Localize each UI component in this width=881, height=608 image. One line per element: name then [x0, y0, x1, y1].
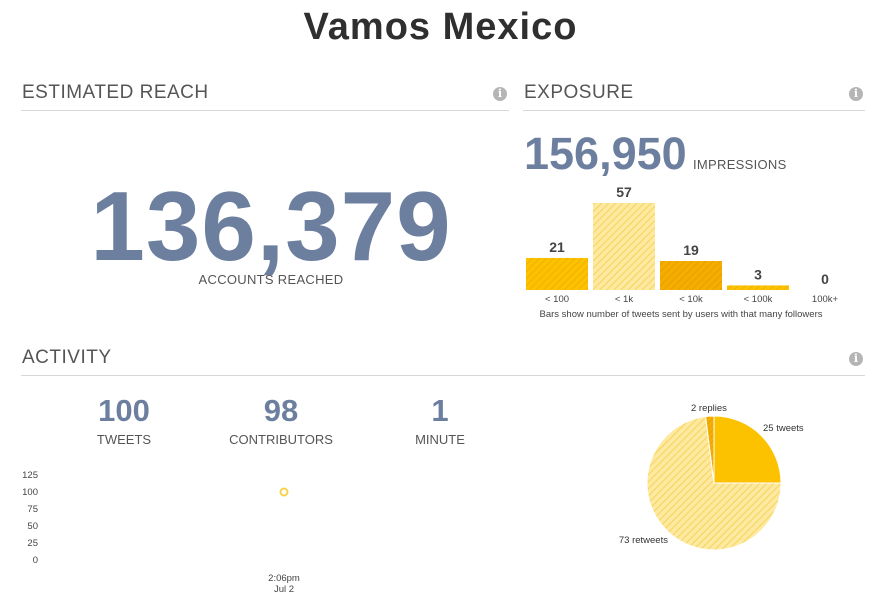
reach-caption: ACCOUNTS REACHED: [198, 272, 344, 287]
page-title: Vamos Mexico: [303, 6, 578, 48]
minutes-label: MINUTE: [415, 432, 465, 447]
y-tick-label: 100: [22, 487, 38, 498]
activity-section-header: ACTIVITY i: [21, 341, 865, 376]
pie-slice-2: [705, 415, 715, 484]
y-tick-label: 0: [33, 555, 38, 566]
bar-2: [660, 261, 722, 290]
exposure-footnote: Bars show number of tweets sent by users…: [539, 309, 822, 320]
exposure-unit: IMPRESSIONS: [693, 157, 787, 172]
y-tick-label: 50: [27, 521, 38, 532]
pie-slice-label: 2 replies: [691, 403, 727, 414]
pie-slice-1: [646, 415, 782, 551]
followers-bar-chart: 21 < 100 57 < 1k 19 < 10k 3 < 100k 0 100k+ Bars s…: [526, 184, 839, 320]
bar-value-label: 3: [754, 266, 762, 282]
bar-category-label: < 1k: [615, 294, 633, 305]
y-tick-label: 125: [22, 470, 38, 481]
info-icon[interactable]: i: [849, 352, 863, 366]
bar-value-label: 0: [821, 271, 829, 287]
tweets-label: TWEETS: [96, 432, 152, 447]
bar-category-label: < 10k: [679, 294, 703, 305]
tweets-count: 100: [98, 393, 150, 428]
contributors-count: 98: [263, 393, 299, 428]
y-tick-label: 25: [27, 538, 38, 549]
info-icon[interactable]: i: [493, 87, 507, 101]
x-tick-label-time: 2:06pm: [268, 573, 300, 584]
reach-section-header: ESTIMATED REACH i: [21, 76, 509, 111]
info-icon[interactable]: i: [849, 87, 863, 101]
reach-heading: ESTIMATED REACH: [22, 82, 209, 103]
activity-heading: ACTIVITY: [22, 347, 112, 368]
pie-slice-label: 25 tweets: [763, 423, 804, 434]
bar-value-label: 21: [549, 239, 565, 255]
data-point[interactable]: [279, 487, 289, 497]
exposure-heading: EXPOSURE: [524, 82, 634, 103]
bar-1: [593, 203, 655, 290]
minutes-count: 1: [431, 393, 449, 428]
contributors-label: CONTRIBUTORS: [229, 432, 333, 447]
exposure-section-header: EXPOSURE i: [523, 76, 865, 111]
exposure-value: 156,950: [524, 128, 687, 179]
bar-0: [526, 257, 588, 290]
y-tick-label: 75: [27, 504, 38, 515]
bar-category-label: < 100k: [744, 294, 773, 305]
reach-value: 136,379: [90, 171, 452, 281]
bar-category-label: 100k+: [812, 294, 839, 305]
x-tick-label-date: Jul 2: [274, 584, 294, 595]
bar-3: [727, 285, 789, 290]
bar-category-label: < 100: [545, 294, 569, 305]
bar-value-label: 19: [683, 242, 699, 258]
pie-slice-0: [713, 415, 782, 484]
tweet-type-pie-chart: 25 tweets 73 retweets 2 replies: [619, 403, 804, 551]
bar-value-label: 57: [616, 184, 632, 200]
pie-slice-label: 73 retweets: [619, 535, 668, 546]
